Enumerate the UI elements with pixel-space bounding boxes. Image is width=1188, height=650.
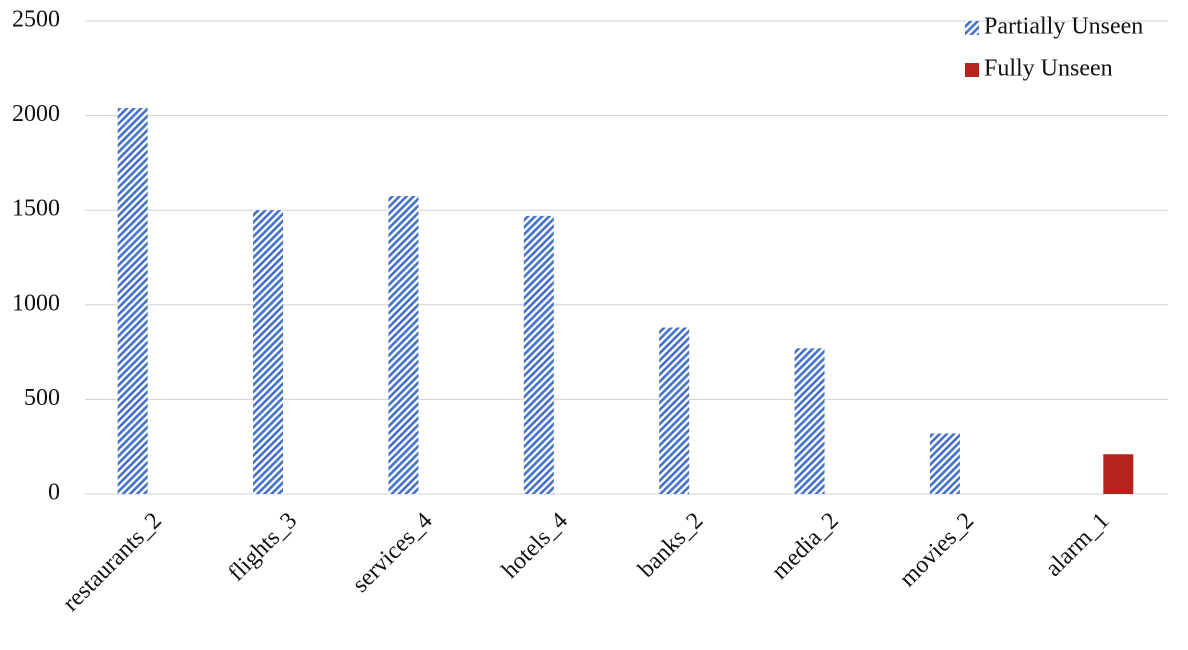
x-tick-label: flights_3: [223, 508, 302, 587]
bar: [117, 108, 148, 495]
bar: [794, 348, 825, 494]
x-tick-label: media_2: [767, 508, 844, 585]
y-tick-label: 0: [48, 480, 60, 506]
bar: [388, 196, 419, 494]
bar: [253, 210, 284, 494]
bar: [659, 327, 690, 494]
x-tick-label: services_4: [348, 508, 438, 598]
x-tick-label: restaurants_2: [58, 508, 167, 617]
x-tick-label: hotels_4: [497, 508, 573, 584]
x-tick-label: banks_2: [633, 508, 708, 583]
y-tick-label: 1500: [12, 196, 60, 222]
y-tick-label: 1000: [12, 290, 60, 316]
y-tick-label: 2000: [12, 101, 60, 127]
x-tick-label: movies_2: [895, 508, 979, 592]
legend-label: Fully Unseen: [984, 56, 1113, 82]
legend-swatch: [965, 21, 979, 35]
bar: [1103, 454, 1134, 494]
y-tick-label: 2500: [12, 7, 60, 33]
y-tick-label: 500: [24, 385, 60, 411]
legend-swatch: [965, 63, 979, 77]
bar: [929, 433, 960, 494]
bar: [523, 215, 554, 494]
legend-label: Partially Unseen: [984, 14, 1143, 40]
x-tick-label: alarm_1: [1040, 508, 1114, 582]
